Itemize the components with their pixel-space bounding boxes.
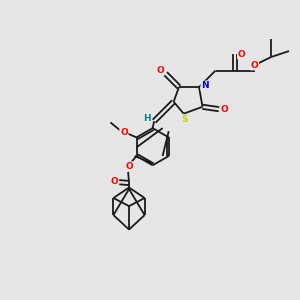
Text: O: O [125,162,133,171]
Text: N: N [201,81,209,90]
Text: O: O [120,128,128,136]
Text: O: O [111,177,119,186]
Text: O: O [156,66,164,75]
Text: O: O [220,105,228,114]
Text: H: H [143,114,150,123]
Text: O: O [251,61,258,70]
Text: S: S [181,115,188,124]
Text: O: O [238,50,245,58]
